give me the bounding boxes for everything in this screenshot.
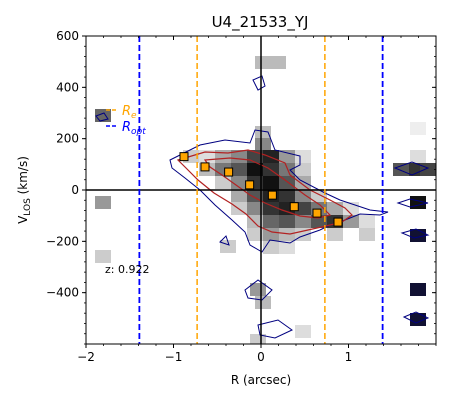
pixel-cell [359,215,375,228]
pixel-cell [295,163,311,176]
blob-contour [400,228,430,239]
pixel-cell [410,313,426,326]
plot-content [86,36,436,344]
pixel-cell [231,176,247,189]
pixel-cell [263,228,279,241]
y-axis-label-unit: (km/s) [16,156,30,198]
outer-contour-blue [169,129,389,253]
pixel-cell [295,150,311,163]
pixel-cell [255,138,271,151]
y-tick-label: 600 [56,29,79,43]
pixel-cell [279,150,295,163]
legend-label-ropt: Ropt [122,120,146,137]
pixel-cell [263,150,279,163]
pixel-cell [250,283,266,296]
legend-re-sub: e [131,111,137,121]
y-axis: 600 400 200 0 −200 −400 [46,29,436,345]
pixel-cell [247,228,263,241]
blob-contour [402,311,430,324]
x-axis-label: R (arcsec) [231,373,291,387]
velocity-point [224,167,234,177]
blob-contour [396,198,429,208]
y-axis-label-sub: LOS [23,198,33,216]
velocity-point [179,152,189,162]
pixel-cell [410,150,426,163]
pixel-cell [295,202,311,215]
y-tick-label: 400 [56,80,79,94]
pixel-cell [327,202,343,215]
legend-re-main: R [122,104,131,119]
core-contour-red [203,157,332,219]
y-tick-label: 200 [56,132,79,146]
pixel-cell [263,202,279,215]
x-tick-label: −1 [165,350,183,364]
pixel-cell [247,163,263,176]
pixel-cell [95,250,111,263]
velocity-markers [179,152,343,227]
pixel-cell [295,215,311,228]
blob-contour [219,235,230,246]
velocity-point [267,190,277,200]
x-tick-label: −2 [77,350,95,364]
pixel-cell [263,176,279,189]
pixel-cell [231,163,247,176]
velocity-point [312,208,322,218]
pixel-cell [393,163,409,176]
pixel-cell [215,176,231,189]
x-tick-label: 0 [257,350,265,364]
blob-contour [95,112,109,122]
pixel-cell [410,122,426,135]
pixel-cell [255,56,271,69]
velocity-point [200,162,210,172]
legend-ropt-main: R [122,120,131,135]
pixel-cell [270,56,286,69]
pixel-cell [359,228,375,241]
pixel-cell [255,126,271,139]
x-tick-label: 1 [345,350,353,364]
legend: Re Ropt [106,104,146,137]
pixel-cell [343,215,359,228]
y-tick-label: 0 [71,183,79,197]
velocity-point [289,202,299,212]
blob-contour [244,279,273,301]
y-axis-label-main: V [16,215,30,224]
pixel-cell [263,215,279,228]
legend-ropt-sub: opt [131,127,146,137]
redshift-annotation: z: 0.922 [105,263,149,276]
x-axis: −2 −1 0 1 [77,36,437,364]
pixel-cell [279,215,295,228]
pixel-cell [250,334,266,344]
legend-label-re: Re [122,104,137,121]
blob-contour [252,75,266,91]
pixel-cell [255,296,271,309]
pixel-cell [247,189,263,202]
pixel-cell [279,163,295,176]
pixel-cell [410,283,426,296]
pixel-cell [420,163,436,176]
pixel-cell [295,325,311,338]
chart-title: U4_21533_YJ [212,13,309,32]
pixel-cell [295,189,311,202]
reference-lines [138,36,384,344]
y-axis-label: VLOS (km/s) [16,156,33,224]
pixel-cell [279,241,295,254]
pixel-cell [279,189,295,202]
blob-contour [257,319,293,339]
pixel-cell [231,189,247,202]
pixel-cell [95,196,111,209]
velocity-point [245,180,255,190]
pixel-cell [247,202,263,215]
velocity-point [333,217,343,227]
pixel-cell [279,228,295,241]
y-tick-label: −400 [46,286,79,300]
blob-contour [393,161,430,176]
y-tick-label: −200 [46,234,79,248]
pixel-cell [327,228,343,241]
zero-lines [86,36,436,344]
